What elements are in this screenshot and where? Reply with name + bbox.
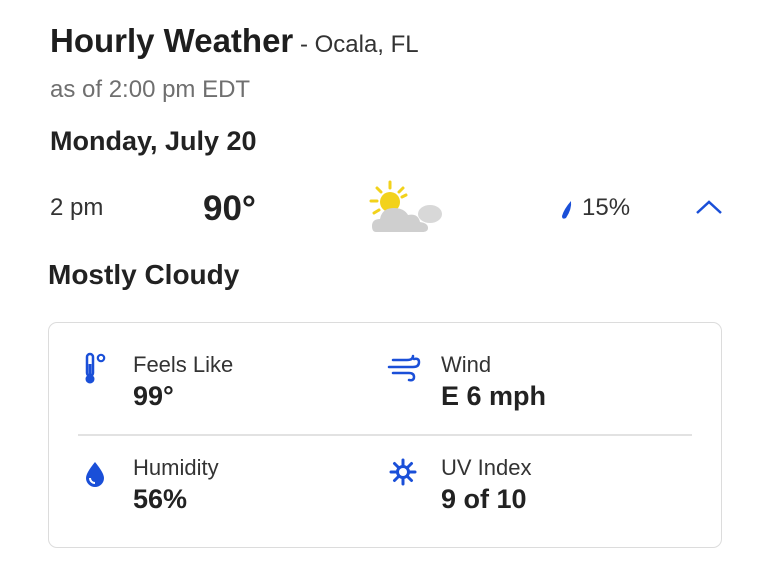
humidity-value: 56% <box>133 484 188 514</box>
hour-time: 2 pm <box>50 194 104 221</box>
uv-sun-icon <box>389 458 417 491</box>
chevron-up-icon[interactable] <box>694 197 724 222</box>
title-text: Hourly Weather <box>50 22 294 59</box>
uv-index-label: UV Index <box>441 455 532 480</box>
feels-like-label: Feels Like <box>133 352 234 377</box>
location: - Ocala, FL <box>293 31 419 58</box>
wind-label: Wind <box>441 352 492 377</box>
humidity-label: Humidity <box>133 455 219 480</box>
condition-text: Mostly Cloudy <box>48 259 240 290</box>
feels-like-value: 99° <box>133 381 174 411</box>
as-of-time: as of 2:00 pm EDT <box>50 76 251 103</box>
partly-sunny-cloudy-icon <box>368 180 448 243</box>
wind-icon <box>387 354 421 387</box>
day-heading: Monday, July 20 <box>50 126 257 156</box>
thermometer-icon <box>84 352 108 391</box>
precipitation-chance: 15% <box>582 194 631 221</box>
uv-index-value: 9 of 10 <box>441 484 527 514</box>
wind-value: E 6 mph <box>441 381 547 411</box>
precipitation-drop-icon <box>560 199 574 226</box>
details-card <box>48 322 722 548</box>
hour-temperature: 90° <box>203 189 256 228</box>
page-title: Hourly Weather - Ocala, FL <box>50 22 419 60</box>
humidity-drop-icon <box>84 460 106 493</box>
divider <box>78 434 692 436</box>
